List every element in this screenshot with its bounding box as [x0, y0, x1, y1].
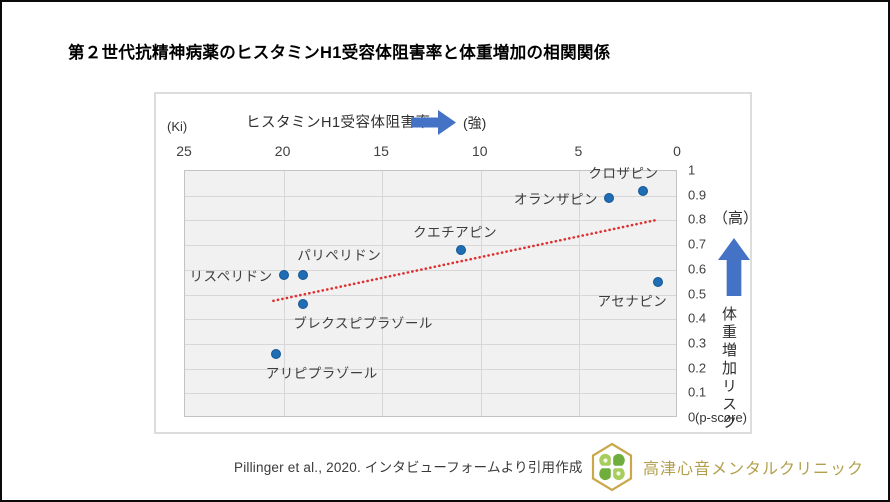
gridline-horizontal	[185, 195, 676, 197]
data-point-label: アセナピン	[597, 294, 668, 310]
gridline-vertical	[382, 171, 384, 416]
clinic-name: 高津心音メンタルクリニック	[643, 461, 865, 478]
y-tick-label: 0.7	[688, 236, 707, 252]
trendline	[272, 218, 658, 303]
data-point-label: ブレクスピプラゾール	[293, 316, 433, 332]
y-axis-high-label: （高）	[713, 210, 759, 227]
data-point-label: クエチアピン	[413, 225, 498, 241]
y-tick-label: 0.9	[688, 187, 707, 203]
gridline-horizontal	[185, 245, 676, 247]
data-point	[653, 277, 664, 288]
data-point	[456, 245, 467, 256]
data-point-label: アリピプラゾール	[265, 365, 378, 381]
data-point	[278, 269, 289, 280]
gridline-horizontal	[185, 343, 676, 345]
y-tick-label: 0.8	[688, 211, 707, 227]
data-point-label: パリペリドン	[297, 247, 382, 263]
y-tick-label: 0.1	[688, 384, 707, 400]
x-tick-label: 5	[574, 143, 583, 159]
data-point	[603, 193, 614, 204]
gridline-horizontal	[185, 368, 676, 370]
data-point	[298, 299, 309, 310]
clinic-logo-icon	[591, 442, 633, 492]
data-point	[270, 348, 281, 359]
x-tick-label: 0	[673, 143, 681, 159]
gridline-horizontal	[185, 294, 676, 296]
citation-text: Pillinger et al., 2020. インタビューフォームより引用作成	[234, 460, 583, 475]
data-point-label: オランザピン	[513, 192, 598, 208]
x-axis-direction-label: (強)	[463, 115, 487, 131]
y-tick-label: 0.2	[688, 360, 707, 376]
gridline-vertical	[579, 171, 581, 416]
data-point	[298, 269, 309, 280]
gridline-horizontal	[185, 319, 676, 321]
data-point-label: クロザピン	[588, 165, 659, 181]
y-axis-unit-label: (p-score)	[695, 410, 748, 425]
y-tick-label: 0.4	[688, 310, 707, 326]
page-title: 第２世代抗精神病薬のヒスタミンH1受容体阻害率と体重増加の相関関係	[68, 44, 611, 62]
x-axis-unit-label: (Ki)	[167, 119, 188, 134]
y-tick-label: 0.6	[688, 261, 707, 277]
x-tick-label: 10	[472, 143, 488, 159]
plot-area: クロザピン オランザピン クエチアピン リスペリドン パリペリドン ブレクスピプラゾールア…	[184, 166, 677, 417]
chart-container: (Ki) ヒスタミンH1受容体阻害率 (強) 25 20 15 10 5 0 クロザピンオ…	[154, 92, 758, 434]
y-tick-label: 0.5	[688, 286, 707, 301]
trendline-layer	[272, 218, 658, 303]
gridline-vertical	[283, 171, 285, 416]
x-tick-label: 15	[373, 143, 389, 159]
y-tick-label: 1	[688, 162, 696, 178]
y-axis-title: 体重増加リスク	[720, 306, 737, 432]
y-tick-label: 0.3	[688, 335, 707, 351]
gridline-horizontal	[185, 220, 676, 222]
y-tick-label: 0	[688, 409, 696, 425]
data-point-label: リスペリドン	[189, 268, 273, 284]
up-arrow-icon	[718, 238, 750, 296]
x-tick-label: 20	[274, 143, 291, 159]
gridline-horizontal	[185, 393, 676, 395]
x-tick-label: 25	[176, 143, 192, 159]
gridline-horizontal	[185, 269, 676, 271]
data-point	[637, 185, 648, 196]
x-axis-title: ヒスタミンH1受容体阻害率	[246, 115, 431, 131]
gridline-vertical	[480, 171, 482, 416]
